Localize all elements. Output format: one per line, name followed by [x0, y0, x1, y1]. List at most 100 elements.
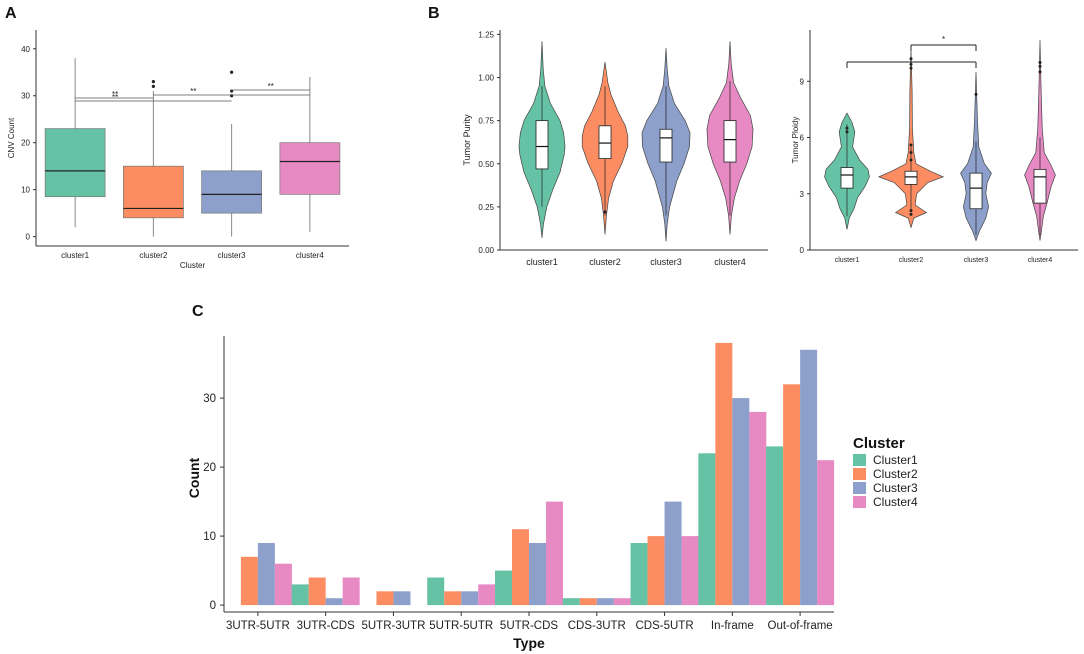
y-tick-label: 1.25 — [478, 30, 494, 39]
panel-b-ploidy-violin: 0 3 6 9 cluster1 cluster2 cluster3 cluster4 Tumo… — [791, 30, 1078, 264]
outlier-point — [230, 70, 234, 74]
x-tick-label: cluster4 — [1028, 257, 1053, 264]
x-tick-label: 5UTR-5UTR — [429, 620, 493, 632]
inner-box — [904, 170, 918, 185]
y-axis-title: Tumor Purity — [462, 114, 472, 166]
panel-c-grouped-bar: 0 10 20 30 3UTR-5UTR 3UTR-CDS 5UTR-3UTR 5UTR-5U… — [186, 336, 918, 651]
y-tick-label: 10 — [21, 186, 30, 195]
bar-5UTR-3UTR-Cluster3 — [393, 591, 411, 606]
outlier-point — [909, 158, 913, 162]
y-tick-label: 0 — [210, 600, 216, 612]
y-tick-label: 30 — [203, 393, 216, 405]
bar-CDS-3UTR-Cluster2 — [579, 598, 597, 606]
y-axis-title: Tumor Ploidy — [791, 117, 800, 164]
significance-label: ** — [112, 90, 118, 99]
outlier-point — [909, 212, 913, 216]
bar-5UTR-CDS-Cluster3 — [529, 543, 546, 606]
bar-CDS-5UTR-Cluster2 — [647, 536, 665, 606]
bar-3UTR-5UTR-Cluster4 — [274, 563, 292, 606]
x-tick-label: cluster1 — [61, 251, 90, 260]
bar-5UTR-5UTR-Cluster1 — [427, 577, 445, 606]
x-tick-label: cluster2 — [589, 257, 621, 267]
y-tick-label: 0.50 — [478, 160, 494, 169]
bar-5UTR-3UTR-Cluster2 — [376, 591, 394, 606]
inner-box — [969, 172, 983, 210]
outlier-point — [909, 57, 913, 61]
bar-3UTR-CDS-Cluster4 — [342, 577, 360, 606]
x-tick-label: CDS-3UTR — [568, 620, 626, 632]
bar-5UTR-5UTR-Cluster4 — [478, 584, 496, 606]
significance-label: ** — [190, 87, 196, 96]
y-tick-label: 20 — [21, 139, 30, 148]
bar-CDS-3UTR-Cluster3 — [596, 598, 614, 606]
y-tick-label: 30 — [21, 92, 30, 101]
box-cluster2 — [123, 165, 184, 219]
bar-3UTR-CDS-Cluster3 — [325, 598, 343, 606]
outlier-point — [909, 209, 913, 213]
legend-label: Cluster1 — [873, 453, 918, 467]
x-tick-label: cluster4 — [714, 257, 746, 267]
y-tick-label: 0 — [800, 246, 805, 255]
outlier-point — [909, 62, 913, 66]
outlier-point — [909, 151, 913, 155]
legend-swatch — [853, 496, 866, 508]
inner-box — [723, 120, 737, 163]
bar-Out-of-frame-Cluster2 — [783, 384, 801, 606]
y-tick-label: 6 — [800, 134, 805, 143]
inner-box — [840, 167, 854, 189]
legend-label: Cluster3 — [873, 481, 918, 495]
panel-label-b: B — [428, 5, 440, 22]
x-tick-label: cluster2 — [139, 251, 168, 260]
bar-Out-of-frame-Cluster1 — [766, 446, 784, 606]
bar-5UTR-CDS-Cluster1 — [495, 570, 512, 606]
x-tick-label: 3UTR-CDS — [297, 620, 355, 632]
significance-label: ** — [268, 82, 274, 91]
outlier-point — [603, 210, 607, 214]
bar-In-frame-Cluster4 — [749, 411, 767, 606]
box-cluster3 — [201, 170, 262, 214]
box-cluster4 — [279, 142, 341, 195]
outlier-point — [909, 66, 913, 70]
outlier-point — [151, 84, 155, 88]
bar-5UTR-5UTR-Cluster3 — [461, 591, 479, 606]
x-tick-label: cluster3 — [218, 251, 247, 260]
outlier-point — [974, 92, 978, 96]
bar-CDS-5UTR-Cluster4 — [681, 536, 699, 606]
y-tick-label: 1.00 — [478, 74, 494, 83]
inner-box — [659, 128, 673, 163]
y-tick-label: 0.75 — [478, 117, 494, 126]
bar-CDS-5UTR-Cluster3 — [664, 501, 682, 606]
y-tick-label: 20 — [203, 462, 216, 474]
outlier-point — [909, 143, 913, 147]
legend-title: Cluster — [853, 435, 905, 452]
inner-box — [1033, 168, 1047, 204]
bar-In-frame-Cluster2 — [715, 342, 733, 606]
legend-swatch — [853, 482, 866, 494]
y-axis-title: Count — [186, 457, 202, 498]
outlier-point — [1038, 70, 1042, 74]
x-tick-label: Out-of-frame — [768, 620, 833, 632]
y-axis-title: CNV Count — [7, 117, 16, 158]
panel-a-boxplot: 0 10 20 30 40 cluster1 cluster2 cluster3 cluster… — [7, 30, 349, 270]
bar-Out-of-frame-Cluster4 — [817, 460, 835, 606]
panel-label-c: C — [192, 303, 204, 320]
x-tick-label: cluster3 — [964, 257, 989, 264]
bar-CDS-3UTR-Cluster4 — [613, 598, 631, 606]
bar-3UTR-CDS-Cluster2 — [308, 577, 326, 606]
outlier-point — [845, 130, 849, 134]
bar-CDS-3UTR-Cluster1 — [562, 598, 580, 606]
panel-label-a: A — [5, 5, 17, 22]
outlier-point — [1038, 61, 1042, 65]
y-tick-label: 0 — [26, 233, 31, 242]
bar-3UTR-5UTR-Cluster2 — [240, 556, 258, 606]
outlier-point — [845, 126, 849, 130]
panel-b-purity-violin: 0.00 0.25 0.50 0.75 1.00 1.25 cluster1 cluster2… — [462, 30, 768, 267]
x-tick-label: CDS-5UTR — [635, 620, 693, 632]
outlier-point — [1038, 64, 1042, 68]
inner-box — [535, 120, 549, 170]
legend-label: Cluster2 — [873, 467, 918, 481]
bar-3UTR-CDS-Cluster1 — [291, 584, 309, 606]
x-tick-label: cluster1 — [835, 257, 860, 264]
bar-CDS-5UTR-Cluster1 — [630, 543, 648, 606]
